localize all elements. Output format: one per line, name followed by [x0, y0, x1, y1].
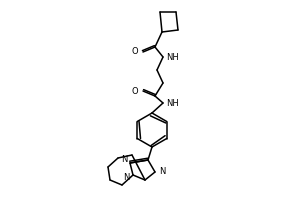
- Text: N: N: [159, 168, 165, 176]
- Text: O: O: [131, 47, 138, 56]
- Text: N: N: [123, 172, 129, 182]
- Text: O: O: [131, 86, 138, 96]
- Text: NH: NH: [166, 52, 179, 62]
- Text: NH: NH: [166, 98, 179, 108]
- Text: N: N: [121, 156, 127, 164]
